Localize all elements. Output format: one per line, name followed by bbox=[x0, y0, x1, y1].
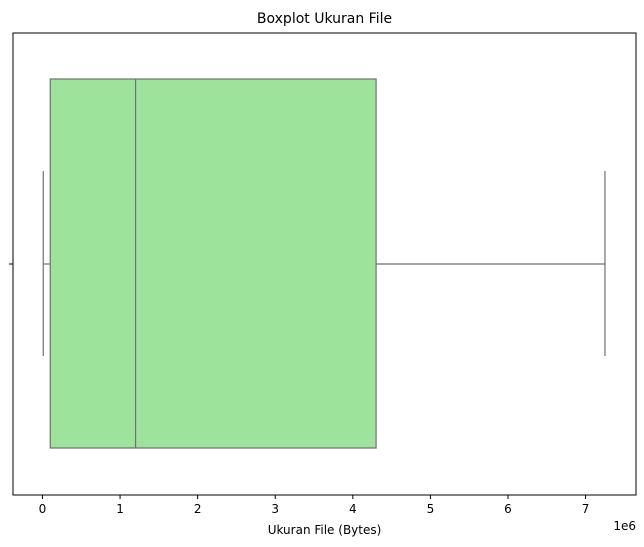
iqr-box bbox=[49, 78, 377, 449]
x-tick-label: 2 bbox=[194, 502, 202, 516]
x-tick-label: 6 bbox=[504, 502, 512, 516]
x-tick-label: 3 bbox=[271, 502, 279, 516]
x-axis-ticks: 0 1 2 3 4 5 6 7 bbox=[39, 495, 590, 516]
chart-title: Boxplot Ukuran File bbox=[257, 11, 392, 27]
x-tick-label: 7 bbox=[582, 502, 590, 516]
x-axis-offset-label: 1e6 bbox=[613, 519, 636, 533]
x-tick-label: 5 bbox=[427, 502, 435, 516]
box-plot bbox=[42, 78, 606, 449]
x-tick-label: 4 bbox=[349, 502, 357, 516]
x-tick-label: 1 bbox=[116, 502, 124, 516]
x-tick-label: 0 bbox=[39, 502, 47, 516]
x-axis-label: Ukuran File (Bytes) bbox=[268, 523, 382, 537]
